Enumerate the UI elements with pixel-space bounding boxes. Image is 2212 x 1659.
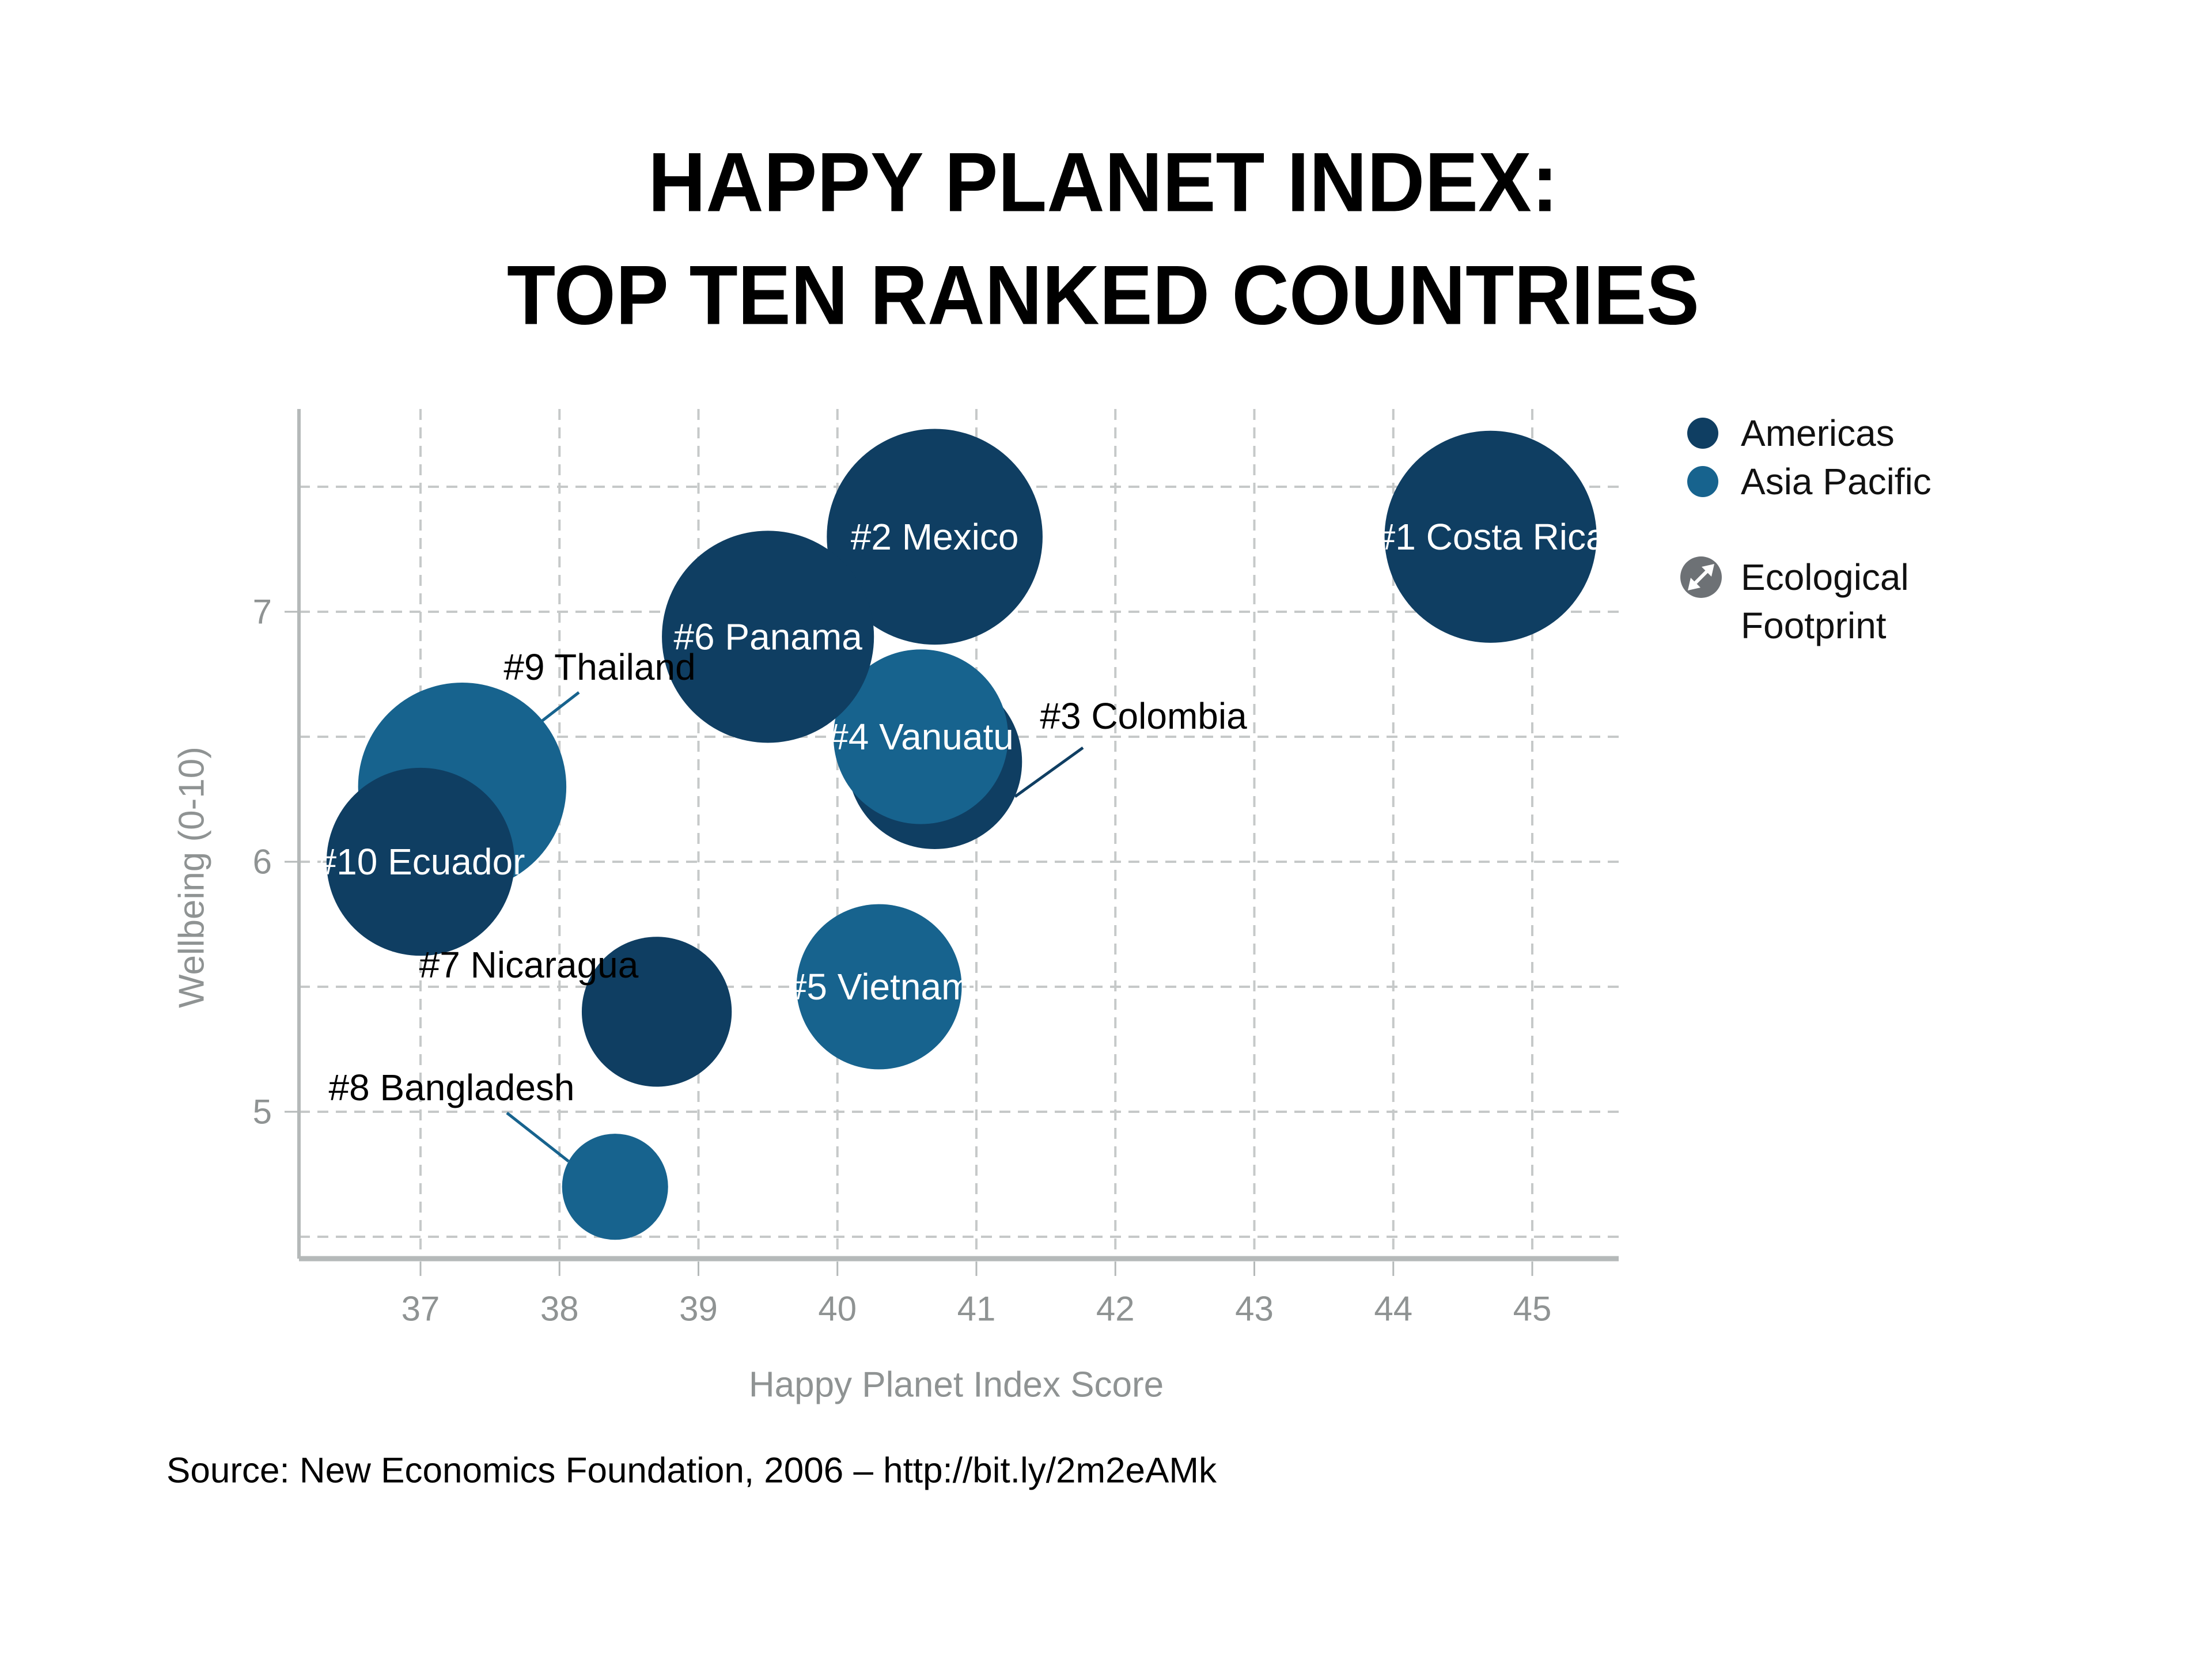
x-tick-label-38: 38 <box>540 1290 579 1328</box>
x-tick-label-42: 42 <box>1096 1290 1135 1328</box>
legend-label-asia-pacific: Asia Pacific <box>1741 461 1931 502</box>
bubble-vietnam[interactable] <box>796 904 962 1070</box>
legend-dot-asia-pacific <box>1687 466 1718 497</box>
bubble-ecuador[interactable] <box>326 767 515 956</box>
callout-line-thailand <box>540 691 580 723</box>
bubble-label-thailand: #9 Thailand <box>503 646 695 688</box>
bubble-labels: #1 Costa Rica #2 Mexico #3 Colombia #4 Vanu… <box>316 516 1607 1108</box>
chart-title-line1: HAPPY PLANET INDEX: <box>648 135 1558 229</box>
chart-title: HAPPY PLANET INDEX: TOP TEN RANKED COUNT… <box>507 135 1699 342</box>
bubble-costa-rica[interactable] <box>1384 430 1597 643</box>
legend: Americas Asia Pacific Ecological Footpri… <box>1680 412 1931 646</box>
source-note: Source: New Economics Foundation, 2006 –… <box>166 1451 1217 1491</box>
bubble-label-vanuatu: #4 Vanuatu <box>828 716 1014 757</box>
legend-label-americas: Americas <box>1741 412 1895 454</box>
y-tick-label-5: 5 <box>253 1093 272 1131</box>
x-tick-label-39: 39 <box>679 1290 718 1328</box>
bubble-label-costa-rica: #1 Costa Rica <box>1375 516 1607 558</box>
bubble-panama[interactable] <box>662 531 874 743</box>
diagonal-resize-arrow-icon <box>1680 556 1722 598</box>
x-tick-label-41: 41 <box>957 1290 996 1328</box>
x-axis-title: Happy Planet Index Score <box>749 1365 1164 1405</box>
legend-label-ecological: Ecological <box>1741 556 1909 598</box>
x-tick-label-40: 40 <box>818 1290 857 1328</box>
callout-lines <box>506 691 1084 1162</box>
bubble-label-bangladesh: #8 Bangladesh <box>328 1067 574 1108</box>
bubbles <box>326 429 1597 1240</box>
bubble-label-colombia: #3 Colombia <box>1040 695 1247 737</box>
x-tick-label-43: 43 <box>1235 1290 1274 1328</box>
bubble-bangladesh[interactable] <box>562 1134 668 1240</box>
axes <box>285 409 1619 1276</box>
chart-title-line2: TOP TEN RANKED COUNTRIES <box>507 248 1699 342</box>
tick-labels: 37 38 39 40 41 42 43 44 45 5 6 7 <box>253 593 1552 1328</box>
x-tick-label-45: 45 <box>1513 1290 1552 1328</box>
x-tick-label-37: 37 <box>402 1290 440 1328</box>
y-tick-label-6: 6 <box>253 843 272 881</box>
bubble-label-ecuador: #10 Ecuador <box>316 841 525 882</box>
x-tick-label-44: 44 <box>1374 1290 1412 1328</box>
bubble-mexico[interactable] <box>827 429 1043 645</box>
callout-line-bangladesh <box>506 1112 570 1162</box>
y-tick-label-7: 7 <box>253 593 272 631</box>
legend-dot-americas <box>1687 418 1718 449</box>
bubble-label-panama: #6 Panama <box>673 616 862 657</box>
y-axis-title: Wellbeing (0-10) <box>172 747 212 1008</box>
bubble-label-nicaragua: #7 Nicaragua <box>419 944 639 986</box>
gridlines <box>299 409 1619 1259</box>
bubble-vanuatu[interactable] <box>833 649 1009 824</box>
callout-line-colombia <box>1014 746 1084 798</box>
legend-label-footprint: Footprint <box>1741 605 1887 646</box>
bubble-nicaragua[interactable] <box>581 937 732 1087</box>
bubble-label-mexico: #2 Mexico <box>851 516 1019 558</box>
bubble-label-vietnam: #5 Vietnam <box>786 966 972 1007</box>
